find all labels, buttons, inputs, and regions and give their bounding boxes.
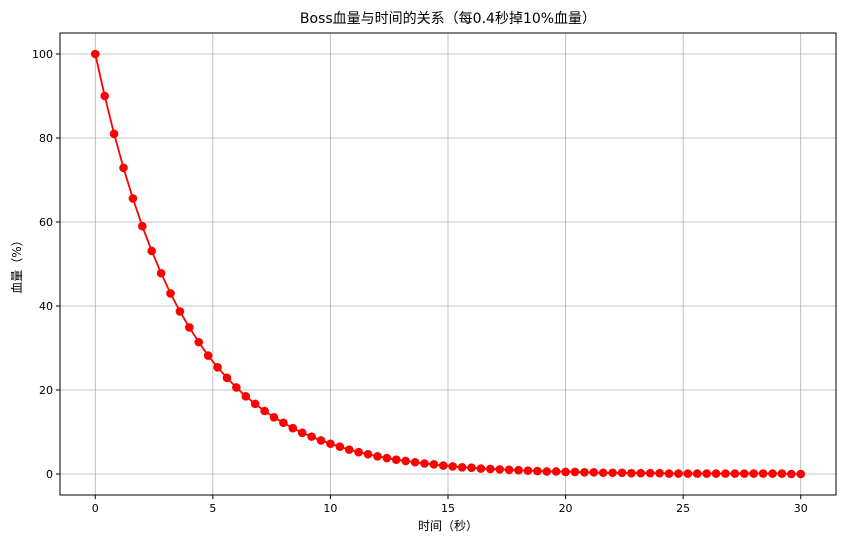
data-point [739,469,749,478]
data-point [203,351,213,360]
data-point [655,468,664,478]
data-point [175,307,185,316]
chart-title: Boss血量与时间的关系（每0.4秒掉10%血量） [300,11,596,27]
data-point [279,418,288,428]
data-point [128,194,138,203]
data-point [222,373,232,383]
data-point [533,466,542,476]
y-tick-label: 100 [32,48,53,61]
data-point [504,465,514,475]
data-point [109,129,119,139]
data-point [749,469,758,478]
y-tick-label: 0 [46,468,53,481]
data-point [617,468,627,478]
data-point [326,439,335,449]
data-point [269,413,279,422]
data-point [335,442,345,452]
data-point [344,445,354,454]
data-point [787,469,796,479]
x-tick-label: 10 [323,502,337,515]
data-point [692,469,702,478]
data-point [420,459,429,468]
data-point [90,49,100,59]
x-tick-label: 15 [441,502,455,515]
x-tick-label: 0 [92,502,99,515]
data-point [147,246,157,256]
data-point [664,469,674,478]
data-point [476,464,486,473]
data-point [391,455,401,465]
data-point [768,469,777,478]
data-point [100,91,109,101]
data-point [580,468,589,477]
data-point [354,447,363,457]
data-point [363,449,373,459]
data-point [119,163,128,173]
data-point [373,452,382,461]
data-point [721,469,730,478]
data-point [730,469,740,478]
series-layer [90,49,806,479]
grid-layer [60,33,836,495]
series-line [94,53,801,475]
data-point [542,467,552,476]
data-point [138,221,147,231]
data-point [467,463,476,473]
data-point [645,468,655,478]
y-tick-label: 60 [39,216,53,229]
data-point [213,363,222,372]
data-point [608,468,617,478]
data-point [523,466,533,475]
data-point [307,432,316,441]
data-point [316,436,326,445]
data-point [297,428,307,438]
data-point [674,469,683,478]
data-point [250,399,260,409]
data-point [410,457,420,467]
data-point [570,467,580,477]
data-point [514,465,523,475]
data-point [232,383,241,392]
data-point [194,337,204,347]
x-tick-label: 20 [559,502,573,515]
data-point [486,464,495,474]
data-point [260,406,269,416]
data-point [457,462,467,472]
data-point [401,456,410,466]
data-point [683,469,693,478]
data-point [561,467,570,477]
y-tick-label: 20 [39,384,53,397]
data-point [589,468,599,477]
y-axis-label: 血量（%） [10,234,24,293]
y-tick-label: 40 [39,300,53,313]
data-point [598,468,608,478]
data-point [241,392,251,401]
data-point [438,461,448,470]
data-point [288,423,298,433]
y-tick-label: 80 [39,132,53,145]
x-tick-label: 25 [676,502,690,515]
data-point [758,469,768,478]
data-point [166,289,175,298]
data-point [156,268,166,278]
data-point [185,323,194,332]
data-point [551,467,561,476]
data-point [702,469,711,478]
data-point [495,465,505,474]
data-point [627,468,636,478]
data-point [796,469,806,479]
data-point [777,469,787,478]
data-point [711,469,721,478]
ticks-layer: 0 5 10 15 20 25 30 0 20 40 60 80 100 [32,48,808,515]
data-point [429,460,439,469]
data-point [448,462,458,471]
data-point [382,453,392,463]
x-tick-label: 5 [209,502,216,515]
data-point [636,468,646,478]
x-axis-label: 时间（秒） [418,519,478,533]
x-tick-label: 30 [794,502,808,515]
